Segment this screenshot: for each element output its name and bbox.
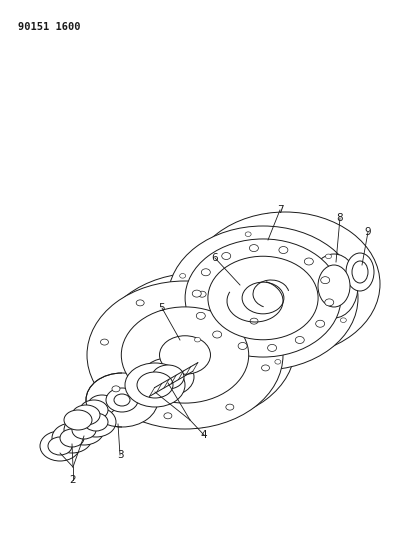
Ellipse shape — [196, 312, 205, 319]
Ellipse shape — [238, 343, 247, 350]
Ellipse shape — [245, 232, 251, 237]
Text: 5: 5 — [159, 303, 165, 313]
Ellipse shape — [316, 320, 325, 327]
Ellipse shape — [84, 413, 108, 431]
Ellipse shape — [185, 239, 341, 357]
Ellipse shape — [262, 365, 269, 371]
Ellipse shape — [208, 256, 318, 340]
Ellipse shape — [325, 299, 334, 306]
Ellipse shape — [198, 291, 206, 297]
Ellipse shape — [242, 282, 284, 314]
Ellipse shape — [152, 365, 184, 389]
Ellipse shape — [125, 363, 185, 407]
Ellipse shape — [106, 388, 138, 412]
Text: 4: 4 — [201, 430, 207, 440]
Ellipse shape — [48, 437, 72, 455]
Text: 8: 8 — [337, 213, 343, 223]
Ellipse shape — [100, 339, 108, 345]
Ellipse shape — [164, 413, 172, 419]
Ellipse shape — [121, 307, 249, 403]
Text: 90151 1600: 90151 1600 — [18, 22, 80, 32]
Ellipse shape — [72, 405, 100, 425]
Ellipse shape — [346, 253, 374, 291]
Ellipse shape — [180, 273, 186, 278]
Ellipse shape — [310, 254, 358, 318]
Ellipse shape — [137, 372, 173, 398]
Ellipse shape — [318, 265, 350, 307]
Ellipse shape — [321, 277, 330, 284]
Ellipse shape — [340, 318, 346, 322]
Ellipse shape — [136, 300, 144, 306]
Ellipse shape — [168, 226, 358, 370]
Ellipse shape — [279, 247, 288, 254]
Ellipse shape — [160, 336, 210, 374]
Ellipse shape — [275, 360, 281, 364]
Ellipse shape — [226, 404, 234, 410]
Ellipse shape — [249, 245, 258, 252]
Text: 7: 7 — [277, 205, 283, 215]
Ellipse shape — [213, 331, 222, 338]
Ellipse shape — [99, 273, 295, 421]
Ellipse shape — [87, 281, 283, 429]
Ellipse shape — [80, 400, 108, 420]
Ellipse shape — [52, 423, 92, 453]
Ellipse shape — [64, 410, 92, 430]
Ellipse shape — [304, 258, 313, 265]
Ellipse shape — [72, 421, 96, 439]
Ellipse shape — [76, 407, 116, 437]
Ellipse shape — [88, 395, 116, 415]
Ellipse shape — [295, 336, 304, 343]
Ellipse shape — [201, 269, 210, 276]
Ellipse shape — [86, 373, 158, 427]
Text: 9: 9 — [365, 227, 371, 237]
Ellipse shape — [114, 394, 130, 406]
Ellipse shape — [195, 337, 201, 342]
Ellipse shape — [268, 344, 277, 351]
Ellipse shape — [64, 415, 104, 445]
Ellipse shape — [190, 212, 380, 356]
Text: 3: 3 — [117, 450, 123, 460]
Ellipse shape — [40, 431, 80, 461]
Ellipse shape — [250, 318, 258, 324]
Ellipse shape — [60, 429, 84, 447]
Ellipse shape — [352, 261, 368, 283]
Ellipse shape — [325, 254, 331, 259]
Text: 6: 6 — [212, 253, 218, 263]
Text: 2: 2 — [70, 475, 76, 485]
Ellipse shape — [222, 253, 231, 260]
Ellipse shape — [112, 386, 120, 392]
Ellipse shape — [192, 290, 201, 297]
Ellipse shape — [142, 358, 194, 396]
